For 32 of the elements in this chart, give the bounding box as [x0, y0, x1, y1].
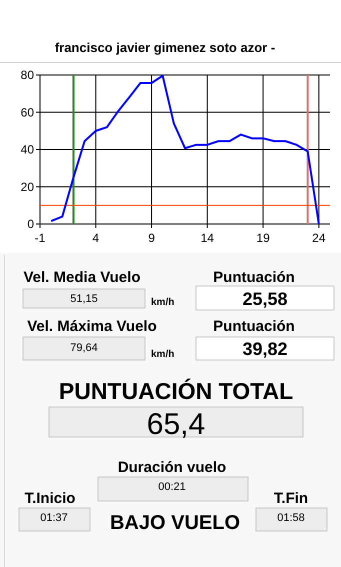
x-tick-label: 4	[92, 231, 100, 245]
text: Duración vuelo	[118, 459, 226, 476]
text: Puntuación	[213, 269, 295, 286]
y-tick-label: 20	[20, 180, 34, 194]
text: km/h	[151, 349, 174, 360]
text: Vel. Media Vuelo	[24, 269, 140, 286]
text: Puntuación	[213, 318, 295, 335]
text: 00:21	[158, 481, 186, 493]
text: 25,58	[242, 289, 288, 309]
text: Vel. Máxima Vuelo	[27, 318, 157, 335]
text: 39,82	[242, 339, 288, 359]
text: T.Inicio	[24, 490, 76, 507]
text: km/h	[151, 297, 174, 308]
text: 79,64	[70, 342, 98, 354]
line-series	[50, 74, 320, 225]
text: BAJO VUELO	[110, 512, 240, 534]
x-tick-label: 19	[256, 231, 270, 245]
y-tick-label: 40	[20, 142, 34, 156]
x-tick-label: 14	[200, 231, 214, 245]
y-tick-label: 0	[27, 217, 34, 231]
x-tick-label: 24	[312, 231, 326, 245]
x-tick-label: 9	[148, 231, 156, 245]
text: 51,15	[70, 293, 98, 305]
y-tick-label: 60	[20, 105, 34, 120]
x-tick-label: -1	[34, 231, 46, 245]
chart-title: francisco javier gimenez soto azor -	[54, 40, 276, 55]
text: 01:37	[40, 512, 68, 524]
text: 01:58	[277, 512, 305, 524]
text: T.Fin	[274, 490, 308, 507]
text: PUNTUACIÓN TOTAL	[58, 378, 294, 404]
text: 65,4	[146, 408, 206, 441]
y-tick-label: 80	[20, 68, 34, 82]
